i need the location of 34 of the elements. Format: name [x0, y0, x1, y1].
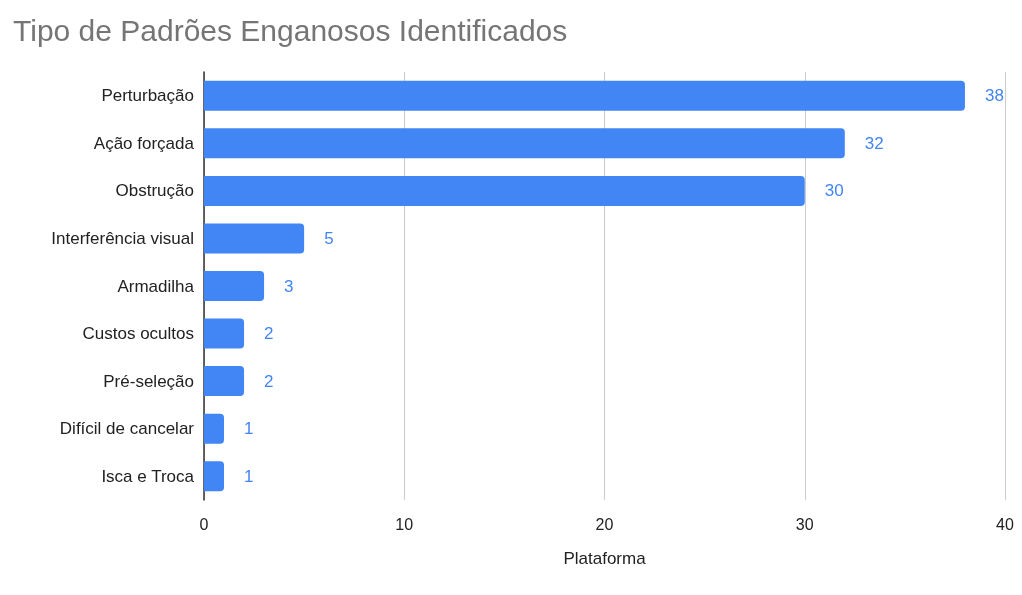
- x-tick-label: 10: [395, 515, 414, 533]
- data-label: 32: [864, 133, 884, 153]
- x-tick-label: 30: [795, 515, 814, 533]
- data-label: 3: [284, 276, 294, 296]
- data-label: 2: [264, 324, 274, 344]
- bar: [204, 223, 305, 254]
- data-label: 30: [824, 181, 844, 201]
- data-label: 5: [324, 228, 334, 248]
- x-tick-label: 20: [595, 515, 614, 533]
- data-label: 2: [264, 371, 274, 391]
- bar: [204, 271, 265, 301]
- data-label: 1: [244, 419, 254, 439]
- x-axis-title: Plataforma: [563, 549, 647, 568]
- bar: [204, 128, 845, 159]
- chart-title: Tipo de Padrões Enganosos Identificados: [13, 13, 568, 47]
- bar: [204, 413, 225, 444]
- bar: [204, 366, 245, 397]
- data-label: 1: [244, 466, 254, 486]
- y-tick-label: Custos ocultos: [82, 324, 194, 344]
- data-label: 38: [984, 86, 1004, 106]
- bar: [204, 318, 245, 349]
- y-tick-label: Isca e Troca: [101, 466, 195, 486]
- x-tick-label: 0: [199, 515, 209, 533]
- y-tick-label: Armadilha: [117, 276, 195, 296]
- y-tick-label: Interferência visual: [51, 228, 194, 248]
- bar: [204, 175, 805, 206]
- y-tick-label: Ação forçada: [93, 133, 195, 153]
- y-tick-label: Obstrução: [115, 181, 194, 201]
- y-tick-label: Perturbação: [101, 86, 194, 106]
- y-tick-label: Difícil de cancelar: [59, 419, 195, 439]
- bar: [204, 80, 965, 111]
- y-tick-label: Pré-seleção: [103, 371, 194, 391]
- x-tick-label: 40: [996, 515, 1014, 533]
- bar: [204, 461, 225, 492]
